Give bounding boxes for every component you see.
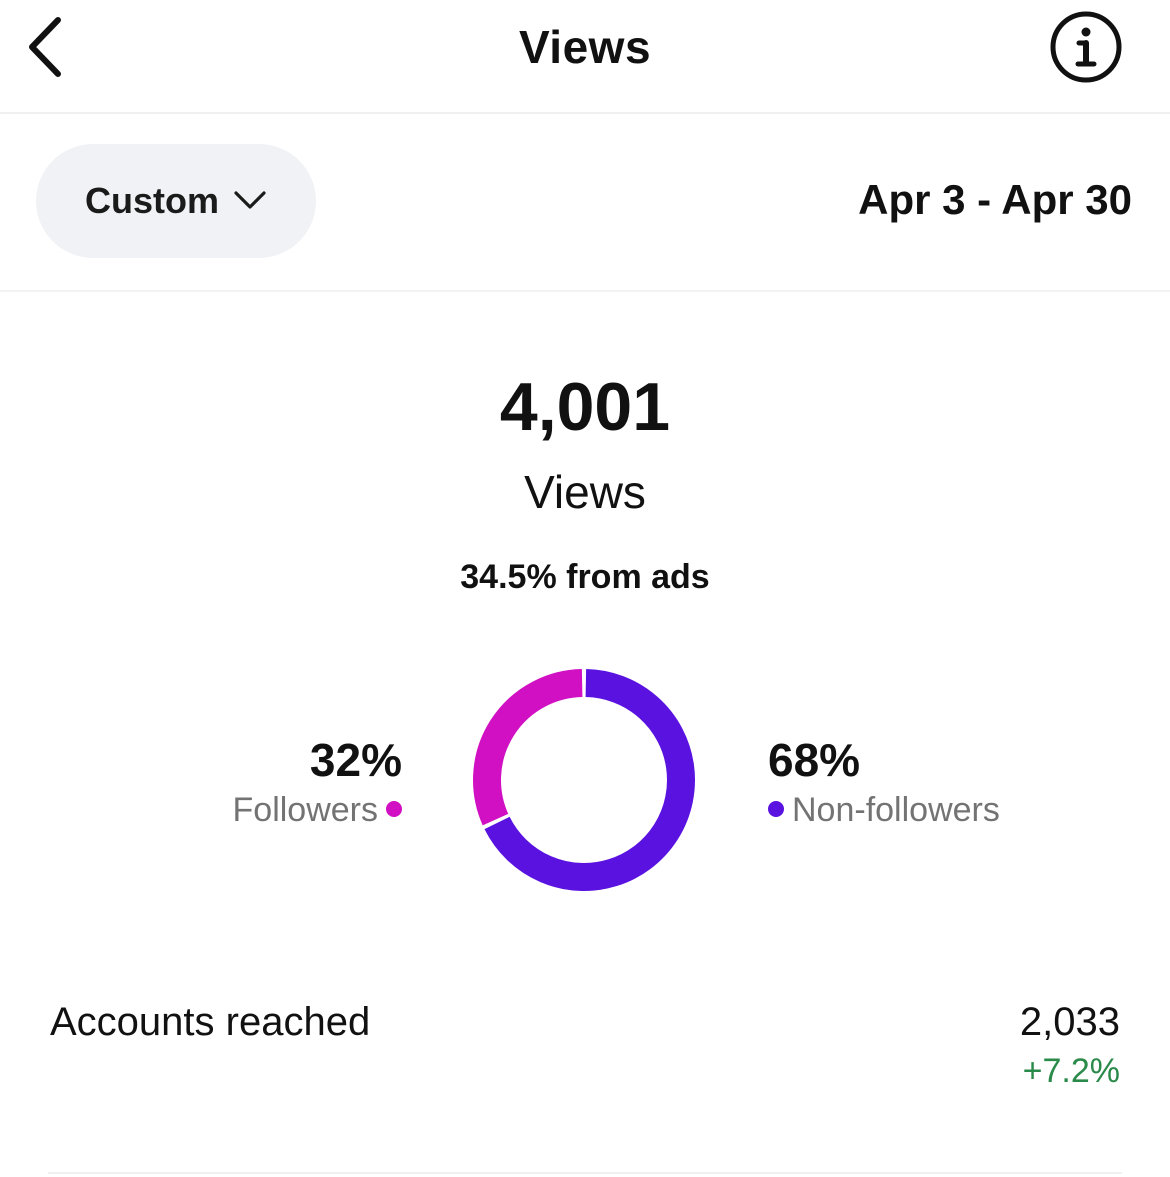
non-followers-legend: 68% Non-followers xyxy=(768,732,1000,832)
page-title: Views xyxy=(518,21,652,73)
followers-dot xyxy=(386,801,402,817)
info-button[interactable] xyxy=(1048,9,1124,85)
ads-share-text: 34.5% from ads xyxy=(460,558,710,596)
accounts-reached-change: +7.2% xyxy=(1022,1052,1120,1090)
total-views-label: Views xyxy=(524,466,646,518)
non-followers-label: Non-followers xyxy=(792,791,1000,829)
range-selector-label: Custom xyxy=(85,180,219,221)
non-followers-percent: 68% xyxy=(768,734,861,786)
donut-segment-followers xyxy=(473,669,583,826)
top-bar: Views xyxy=(0,0,1170,114)
followers-percent: 32% xyxy=(309,734,402,786)
back-button[interactable] xyxy=(22,12,82,82)
audience-donut-chart xyxy=(472,668,696,892)
chevron-down-icon xyxy=(232,188,268,212)
non-followers-dot xyxy=(768,801,784,817)
date-range-text: Apr 3 - Apr 30 xyxy=(858,176,1132,223)
donut-segment-non-followers xyxy=(484,669,695,891)
followers-legend: 32% Followers xyxy=(233,732,402,832)
accounts-reached-row[interactable]: Accounts reached 2,033 +7.2% xyxy=(48,996,1122,1174)
accounts-reached-value: 2,033 xyxy=(1019,1000,1120,1044)
info-circle-icon xyxy=(1050,11,1122,83)
followers-label: Followers xyxy=(232,791,378,829)
range-selector-button[interactable]: Custom xyxy=(36,144,316,258)
accounts-reached-label: Accounts reached xyxy=(50,1000,371,1044)
chevron-left-icon xyxy=(29,17,61,77)
date-range-bar: Custom Apr 3 - Apr 30 xyxy=(0,114,1170,292)
total-views-value: 4,001 xyxy=(499,369,671,445)
